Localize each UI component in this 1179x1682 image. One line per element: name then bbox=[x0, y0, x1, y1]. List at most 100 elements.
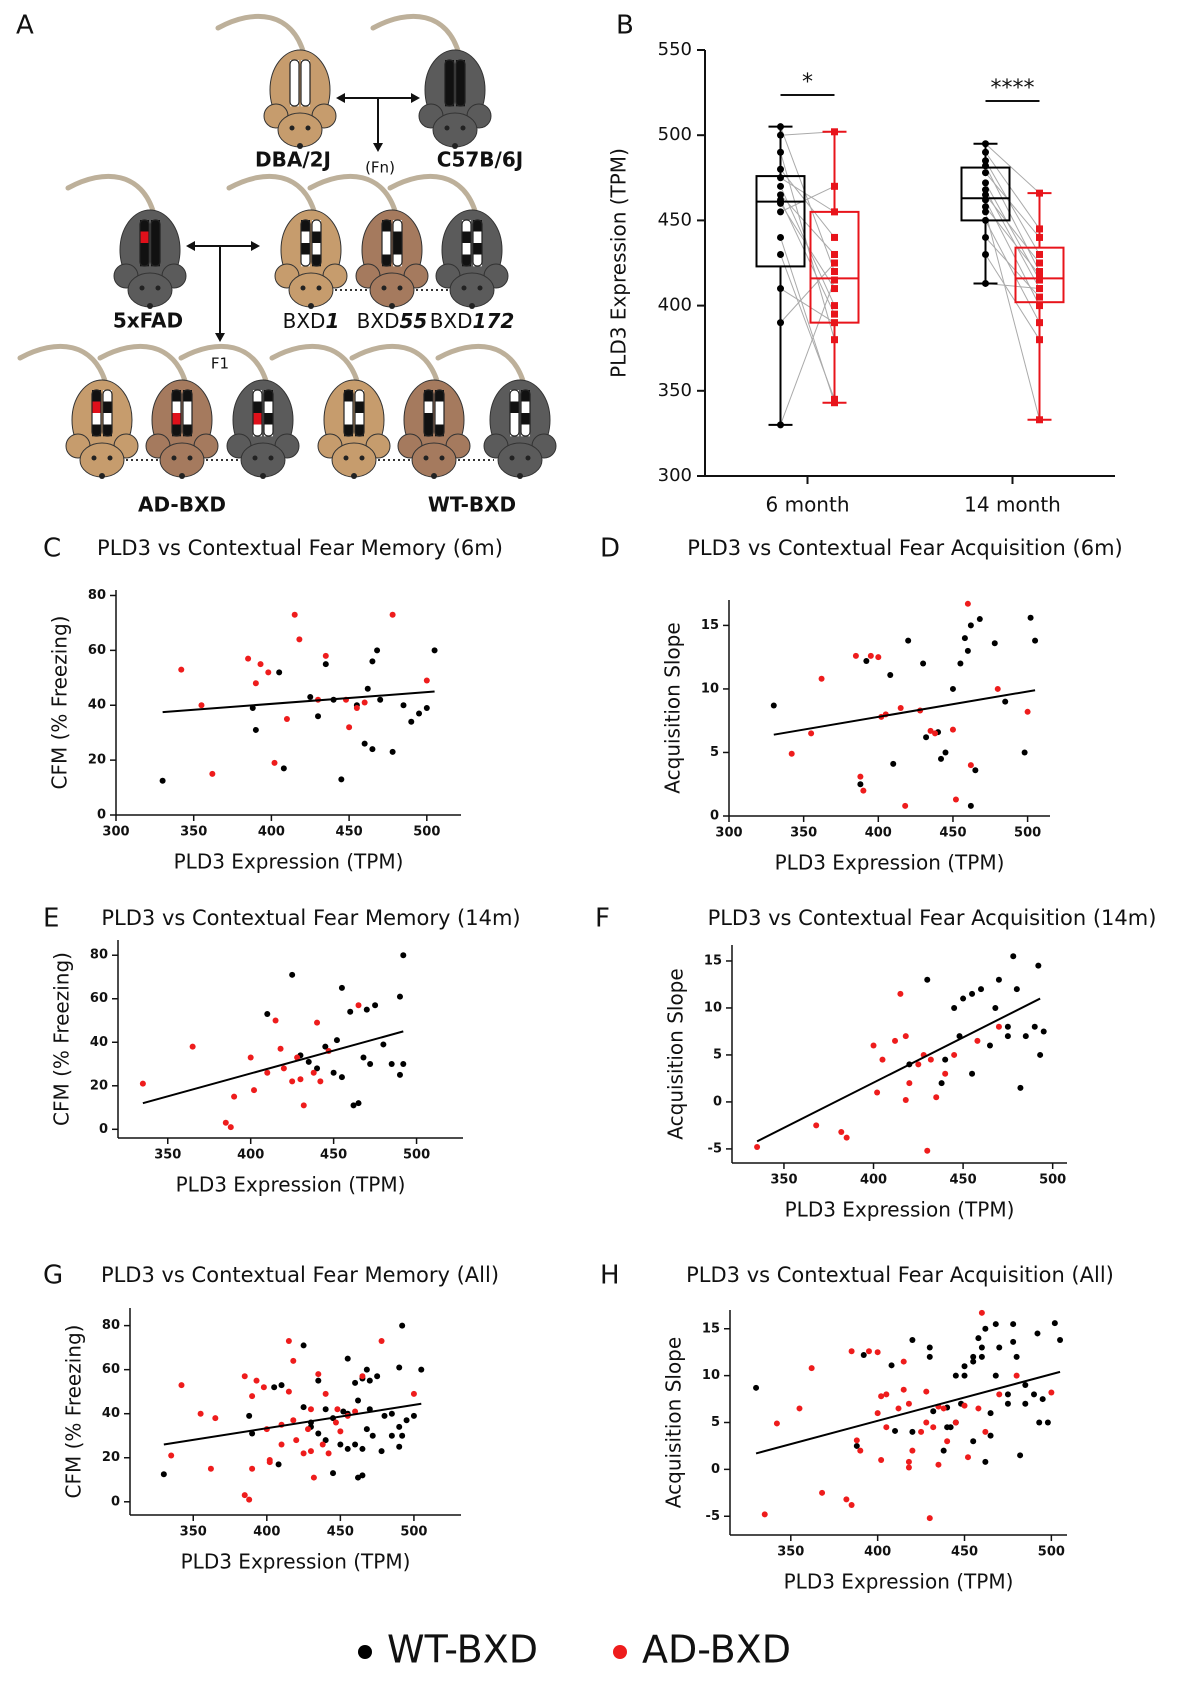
point bbox=[227, 1124, 234, 1131]
point bbox=[951, 1004, 958, 1011]
y-tick-label: 15 bbox=[702, 1321, 720, 1336]
chromosome bbox=[91, 389, 102, 437]
mouse-head bbox=[369, 272, 415, 308]
point bbox=[887, 671, 894, 678]
mouse-nose bbox=[452, 143, 458, 149]
point bbox=[315, 1430, 322, 1437]
strain-label: 5xFAD bbox=[113, 309, 183, 333]
point bbox=[848, 1348, 855, 1355]
point bbox=[207, 1465, 214, 1472]
group-label: AD-BXD bbox=[138, 493, 226, 517]
point bbox=[266, 1459, 273, 1466]
point bbox=[897, 990, 904, 997]
point bbox=[1036, 276, 1043, 284]
chromosome-band bbox=[172, 424, 181, 437]
chromosome bbox=[139, 219, 150, 267]
point bbox=[293, 1437, 300, 1444]
point bbox=[241, 1373, 248, 1380]
point bbox=[264, 1010, 271, 1017]
y-tick-label: 400 bbox=[658, 295, 692, 316]
point bbox=[1040, 1028, 1047, 1035]
chromosome-band bbox=[393, 231, 402, 244]
pair-line bbox=[780, 185, 835, 213]
chromosome bbox=[263, 389, 274, 437]
point bbox=[853, 1437, 860, 1444]
point bbox=[982, 179, 989, 187]
point bbox=[900, 1358, 907, 1365]
fit-line bbox=[163, 1402, 422, 1446]
point bbox=[305, 1058, 312, 1065]
y-tick-label: -5 bbox=[708, 1141, 722, 1156]
y-tick-label: 0 bbox=[97, 808, 106, 823]
chromosome-band bbox=[312, 231, 321, 244]
point bbox=[388, 1061, 395, 1068]
point bbox=[951, 1051, 958, 1058]
point bbox=[909, 1337, 916, 1343]
point bbox=[285, 1388, 292, 1395]
point bbox=[294, 1054, 301, 1061]
chromosome-band bbox=[172, 390, 181, 402]
point bbox=[305, 1426, 312, 1433]
chromosome-band bbox=[103, 413, 112, 425]
point bbox=[246, 1496, 253, 1503]
strain-label: C57B/6J bbox=[437, 148, 523, 172]
point bbox=[275, 1461, 282, 1468]
point bbox=[982, 208, 989, 216]
point bbox=[178, 666, 185, 673]
point bbox=[332, 1419, 339, 1426]
point bbox=[853, 1442, 860, 1449]
y-tick-label: 350 bbox=[658, 380, 692, 401]
mouse-nose bbox=[389, 303, 395, 309]
point bbox=[189, 1043, 196, 1050]
point bbox=[283, 715, 290, 722]
point bbox=[982, 191, 989, 199]
arrow-head bbox=[336, 93, 345, 103]
y-tick-label: 300 bbox=[658, 465, 692, 486]
point bbox=[938, 1080, 945, 1087]
point bbox=[322, 661, 329, 668]
panel-letter: C bbox=[43, 534, 61, 564]
point bbox=[982, 250, 989, 258]
point bbox=[249, 1393, 256, 1400]
mouse-eye bbox=[316, 285, 322, 291]
y-axis-label: PLD3 Expression (TPM) bbox=[607, 148, 631, 378]
pair-line bbox=[780, 199, 835, 315]
pair-line bbox=[780, 279, 835, 426]
point bbox=[892, 1037, 899, 1044]
pair-line bbox=[985, 143, 1040, 194]
mouse-tail bbox=[307, 174, 399, 217]
pair-line bbox=[780, 177, 835, 213]
point bbox=[920, 660, 927, 667]
point bbox=[315, 713, 322, 720]
chromosome-band bbox=[140, 243, 149, 255]
point bbox=[1004, 1400, 1011, 1407]
point bbox=[777, 148, 784, 156]
point bbox=[976, 616, 983, 623]
point bbox=[987, 1432, 994, 1439]
point bbox=[1004, 1033, 1011, 1040]
pair-line bbox=[985, 220, 1040, 323]
point bbox=[982, 216, 989, 224]
point bbox=[197, 1410, 204, 1417]
point bbox=[231, 1093, 238, 1100]
mouse-nose bbox=[431, 473, 437, 479]
pair-line bbox=[985, 151, 1040, 230]
point bbox=[380, 1041, 387, 1048]
chromosome-band bbox=[312, 220, 321, 232]
point bbox=[978, 986, 985, 993]
x-tick-label: 6 month bbox=[766, 493, 850, 517]
point bbox=[369, 658, 376, 665]
point bbox=[975, 1405, 982, 1412]
point bbox=[1002, 698, 1009, 705]
x-tick-label: 450 bbox=[336, 825, 363, 840]
chromosome bbox=[423, 389, 434, 437]
point bbox=[338, 1074, 345, 1081]
point bbox=[874, 1089, 881, 1096]
point bbox=[1036, 416, 1043, 424]
x-tick-label: 350 bbox=[180, 825, 207, 840]
point bbox=[970, 1438, 977, 1445]
chromosome-band bbox=[264, 424, 273, 437]
chart-title: PLD3 vs Contextual Fear Memory (All) bbox=[101, 1263, 499, 1287]
point bbox=[1022, 1400, 1029, 1407]
point bbox=[249, 1465, 256, 1472]
